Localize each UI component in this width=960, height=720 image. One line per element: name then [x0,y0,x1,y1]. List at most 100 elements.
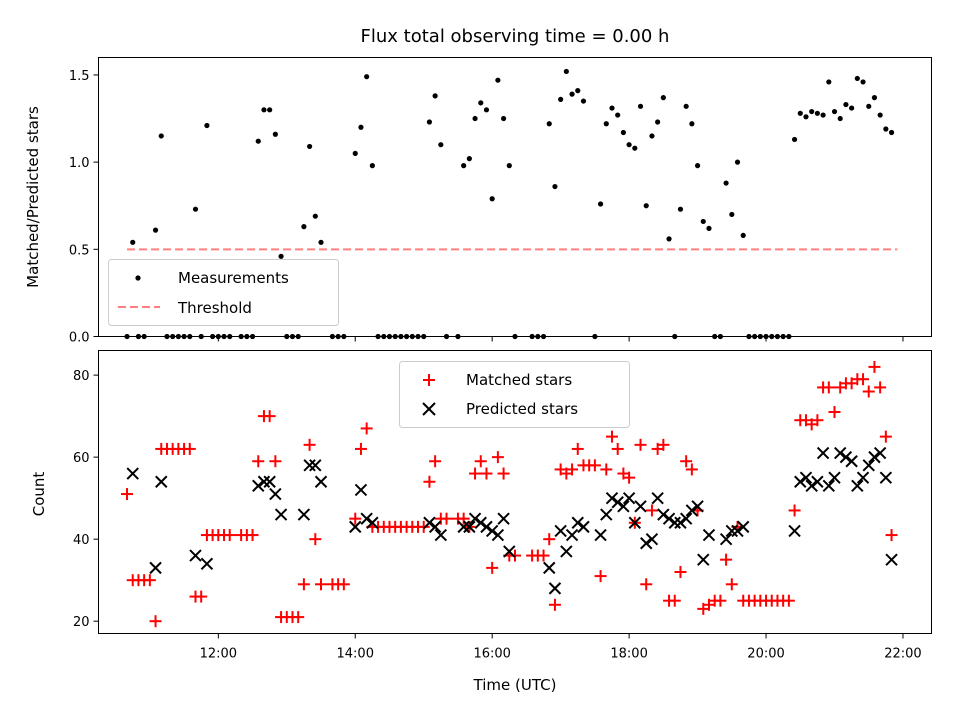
matched-star-point [879,430,892,443]
predicted-star-point [839,450,853,464]
measurement-point [301,224,307,230]
measurement-point [489,196,495,202]
predicted-star-point [309,459,322,472]
matched-star-point [657,438,670,451]
legend-matched-marker [423,374,435,386]
measurement-point [369,163,375,169]
predicted-star-point [303,459,316,472]
measurement-point [734,159,741,165]
matched-star-point [788,504,801,517]
matched-star-point [429,455,442,468]
measurement-point [717,333,723,340]
predicted-star-point [885,553,898,566]
matched-star-point [548,598,561,611]
measurement-point [752,333,758,340]
predicted-star-point [662,512,676,525]
measurement-point [683,103,689,109]
measurement-point [307,143,313,150]
count-legend-box [399,361,630,428]
measurement-point [244,333,250,340]
count-y-tick-label: 20 [73,615,90,630]
matched-star-point [149,615,162,628]
matched-star-point [223,529,236,542]
measurement-point [210,333,216,340]
measurement-point [415,333,421,340]
predicted-star-point [737,520,750,534]
measurement-point [461,163,467,169]
matched-star-point [828,406,841,419]
measurement-point [535,333,541,340]
predicted-star-point [788,524,801,538]
legend-threshold-label: Threshold [177,299,252,317]
predicted-star-point [634,500,647,513]
measurement-point [563,68,569,75]
measurement-point [392,333,398,340]
measurement-point [192,206,199,212]
measurement-point [871,95,878,101]
matched-star-point [469,467,482,480]
measurement-point [632,145,638,151]
predicted-star-point [189,549,202,562]
predicted-star-point [485,524,499,538]
measurement-point [620,129,627,136]
measurement-point [575,88,581,94]
count-y-axis-label: Count [30,472,48,517]
measurement-point [255,138,261,144]
matched-star-point [566,463,579,476]
measurement-point [729,211,735,218]
predicted-star-point [799,471,813,484]
measurement-point [666,236,672,242]
predicted-star-point [645,532,659,546]
matched-star-point [252,455,265,468]
predicted-star-point [719,532,733,546]
x-tick-label: 16:00 [473,647,510,662]
predicted-star-point [497,512,510,525]
measurement-point [364,74,370,80]
measurement-point [854,75,860,82]
measurement-point [780,333,786,340]
measurement-point [843,101,849,108]
matched-star-point [183,442,196,455]
predicted-star-point [640,537,653,550]
measurement-point [403,333,410,340]
matched-star-point [680,455,693,468]
matched-star-point [623,471,636,484]
measurement-point [472,115,478,122]
matched-star-point [640,578,653,591]
measurement-point [238,333,244,340]
measurement-point [278,253,284,259]
measurement-point [660,95,666,101]
predicted-star-point [879,471,893,484]
measurement-point [866,103,872,109]
predicted-star-point [274,508,288,521]
matched-star-point [246,529,259,542]
predicted-star-point [822,479,836,493]
measurement-point [289,333,296,340]
matched-star-point [297,578,310,591]
measurement-point [455,333,461,340]
ratio-panel: Flux total observing time = 0.00 h 0.00.… [24,26,932,346]
matched-star-point [725,578,738,591]
measurement-point [609,105,615,111]
predicted-star-point [628,516,642,529]
measurement-point [592,333,598,340]
measurement-point [124,333,130,340]
predicted-star-point [354,483,368,497]
measurement-point [512,333,518,340]
measurement-point [529,333,535,340]
predicted-star-point [617,500,630,513]
matched-star-point [720,553,733,566]
measurement-point [432,93,438,99]
measurement-point [443,333,450,340]
measurement-point [677,206,684,212]
measurement-point [706,225,712,231]
matched-star-point [509,549,521,562]
measurement-point [152,227,159,233]
matched-star-point [782,594,795,607]
predicted-star-point [457,520,470,534]
measurement-point [409,333,415,340]
measurement-point [386,333,393,340]
matched-star-point [360,422,373,435]
predicted-star-point [474,516,487,529]
x-tick-label: 12:00 [200,647,237,662]
